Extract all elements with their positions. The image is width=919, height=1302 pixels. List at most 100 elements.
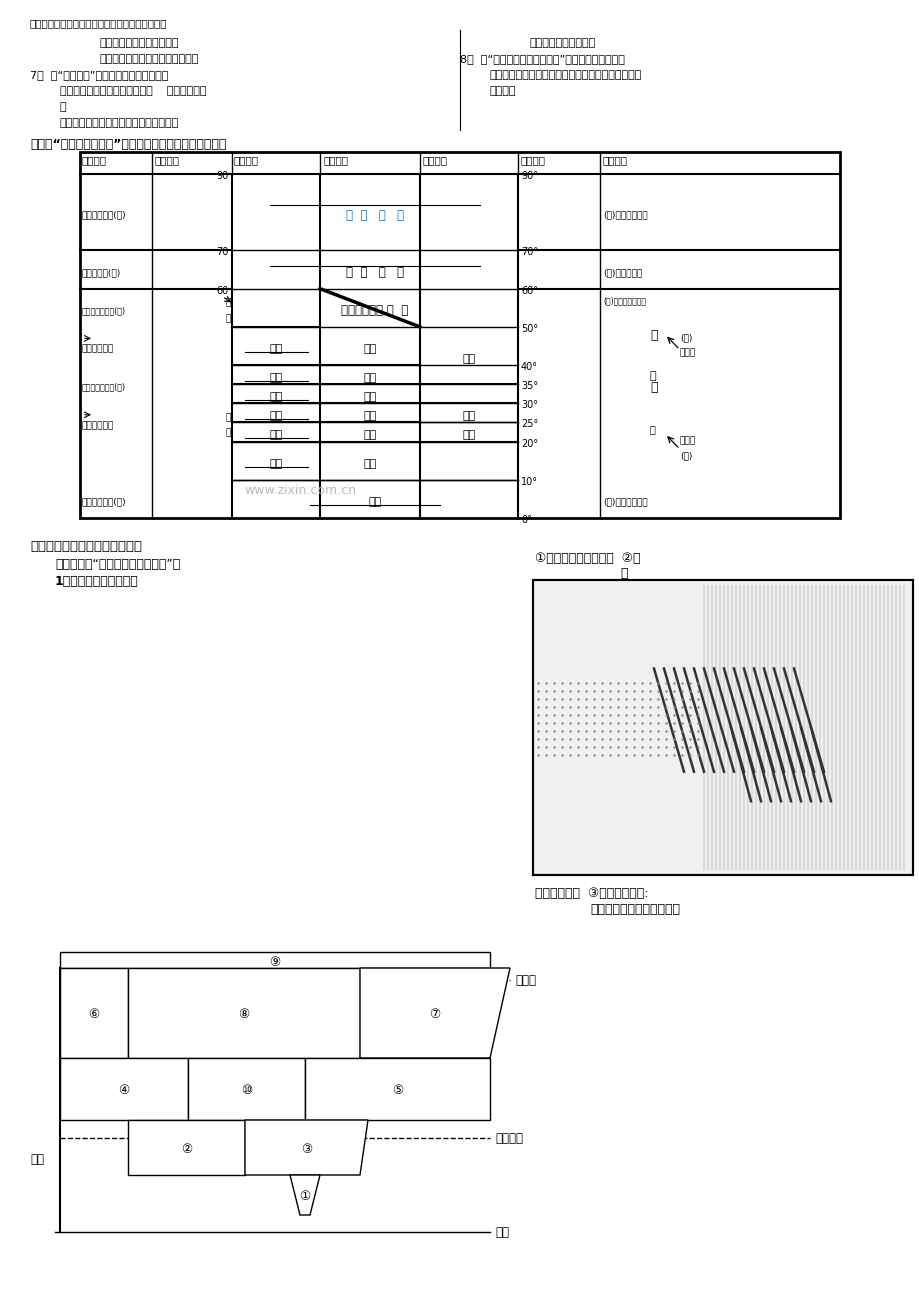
Text: 10°: 10°	[520, 477, 538, 487]
Text: 气候: 气候	[462, 411, 475, 421]
Text: 副热带高气压带(干): 副热带高气压带(干)	[82, 383, 126, 392]
Text: 1、亚洲气候的特点是：: 1、亚洲气候的特点是：	[55, 575, 139, 589]
Text: 25°: 25°	[520, 419, 538, 430]
Text: (干)极地高气压帟: (干)极地高气压帟	[602, 211, 647, 220]
Polygon shape	[289, 1174, 320, 1215]
Text: 气候: 气候	[269, 458, 282, 469]
Text: 35°: 35°	[520, 381, 538, 391]
Polygon shape	[244, 1120, 368, 1174]
Text: (湿)极地东风帟: (湿)极地东风帟	[602, 268, 641, 277]
Text: 气候: 气候	[368, 497, 381, 506]
Text: 气候: 气候	[462, 354, 475, 363]
Text: 风: 风	[650, 380, 657, 393]
Text: ②: ②	[181, 1143, 192, 1156]
Text: 0°: 0°	[520, 516, 531, 525]
Text: ）: ）	[60, 102, 66, 112]
Text: (干): (干)	[679, 333, 692, 342]
Text: 副极地低气压帟(湿): 副极地低气压帟(湿)	[82, 306, 126, 315]
Text: 寒: 寒	[225, 413, 231, 422]
Text: ⑧: ⑧	[238, 1009, 249, 1022]
Text: 气候: 气候	[269, 411, 282, 421]
Text: 气候: 气候	[269, 392, 282, 402]
Text: 冰  原   气   候: 冰 原 气 候	[346, 208, 403, 221]
Text: 8、  受“气压带和风带交替控制”形成的气候类型有：: 8、 受“气压带和风带交替控制”形成的气候类型有：	[460, 53, 624, 64]
Text: 西风带（湿）: 西风带（湿）	[82, 345, 114, 354]
Text: 苔  原   气   候: 苔 原 气 候	[346, 266, 403, 279]
Text: 气候: 气候	[363, 411, 376, 421]
Text: 大陆西部: 大陆西部	[233, 155, 259, 165]
Text: (湿)副极地低气压帟: (湿)副极地低气压帟	[602, 297, 645, 306]
Text: 北回归线: 北回归线	[494, 1131, 522, 1144]
Text: ⑨: ⑨	[269, 956, 280, 969]
Text: 气候: 气候	[363, 458, 376, 469]
Text: 60: 60	[217, 285, 229, 296]
Text: 大洋东侧: 大洋东侧	[154, 155, 180, 165]
Text: 30°: 30°	[520, 400, 538, 410]
Text: 陆: 陆	[619, 566, 627, 579]
Text: 热带草原气候（湿季受赤道低气压带控制，干季受信: 热带草原气候（湿季受赤道低气压带控制，干季受信	[490, 70, 641, 79]
Text: 流: 流	[650, 424, 655, 435]
Text: (湿): (湿)	[679, 452, 692, 461]
Text: 风带控制: 风带控制	[490, 86, 516, 96]
Text: 气候: 气候	[363, 344, 376, 354]
Text: 大陆东部: 大陆东部	[423, 155, 448, 165]
Text: 信风带（干）: 信风带（干）	[82, 421, 114, 430]
Text: 冬季风: 冬季风	[679, 349, 696, 357]
Text: ⑥: ⑥	[88, 1009, 99, 1022]
Text: 70°: 70°	[520, 247, 538, 258]
Polygon shape	[187, 1059, 305, 1120]
Text: 气候: 气候	[363, 430, 376, 440]
Text: 流: 流	[225, 314, 231, 323]
Bar	[532, 579, 912, 875]
Text: 气候: 气候	[269, 430, 282, 440]
Text: ⑤: ⑤	[391, 1085, 403, 1098]
Text: 性特征显著：  ③季风气候典型:: 性特征显著： ③季风气候典型:	[535, 887, 648, 900]
Text: 赤道低气压帟(湿): 赤道低气压帟(湿)	[82, 497, 127, 506]
Text: 90°: 90°	[520, 171, 538, 181]
Text: 夏季风: 夏季风	[679, 436, 696, 445]
Text: 大气环流: 大气环流	[602, 155, 628, 165]
Text: 60°: 60°	[520, 285, 538, 296]
Text: 只伺: 只伺	[30, 1154, 44, 1167]
Text: （一）、读“亚洲气候类型分布图”：: （一）、读“亚洲气候类型分布图”：	[55, 559, 180, 572]
Text: 气候: 气候	[269, 372, 282, 383]
Text: 极地高气压带(干): 极地高气压带(干)	[82, 211, 127, 220]
Polygon shape	[128, 1120, 244, 1174]
Text: 极地东风带(干): 极地东风带(干)	[82, 268, 121, 277]
Text: 气候: 气候	[363, 372, 376, 383]
Text: 季: 季	[650, 329, 657, 342]
Text: 热带沙漠气候（受信风带控制）    温带海洋气候: 热带沙漠气候（受信风带控制） 温带海洋气候	[60, 86, 206, 96]
Text: 20°: 20°	[520, 439, 538, 449]
Text: 四、世界各大洲气候类型分布图: 四、世界各大洲气候类型分布图	[30, 540, 142, 553]
Text: 地中海气候（受西风带和副高交替控制）: 地中海气候（受西风带和副高交替控制）	[60, 118, 179, 128]
Text: ④: ④	[119, 1085, 130, 1098]
Text: 北极圈: 北极圈	[515, 974, 536, 987]
Text: ①气候类型复杂多样：  ②大: ①气候类型复杂多样： ②大	[535, 552, 640, 565]
Polygon shape	[60, 952, 490, 967]
Text: 冰原气候（常年受极地高压控制）: 冰原气候（常年受极地高压控制）	[100, 53, 199, 64]
Polygon shape	[128, 967, 359, 1059]
Text: 大气环流: 大气环流	[82, 155, 107, 165]
Text: 此文档仅供收集于网络，如有侵权请联系网站删除: 此文档仅供收集于网络，如有侵权请联系网站删除	[30, 18, 167, 29]
Text: 流: 流	[225, 428, 231, 437]
Text: 大洋西侧: 大洋西侧	[520, 155, 545, 165]
Text: 70: 70	[216, 247, 229, 258]
Text: 气候: 气候	[363, 392, 376, 402]
Text: ①: ①	[299, 1190, 311, 1203]
Text: 7、  受“单一风带”影响形成的气候类型有：: 7、 受“单一风带”影响形成的气候类型有：	[30, 70, 168, 79]
Text: 漠气候（常年受副高控制）: 漠气候（常年受副高控制）	[100, 38, 179, 48]
Text: 暖: 暖	[225, 298, 231, 307]
Polygon shape	[60, 1059, 187, 1120]
Text: ⑩: ⑩	[241, 1085, 252, 1098]
Polygon shape	[359, 967, 509, 1059]
Text: ③: ③	[301, 1143, 312, 1156]
Text: 亚欧大陆气候类型分布解析: 亚欧大陆气候类型分布解析	[589, 904, 679, 917]
Text: 三、读“气候分布模式图”，将气候类型填在下图相应位置: 三、读“气候分布模式图”，将气候类型填在下图相应位置	[30, 138, 226, 151]
Polygon shape	[60, 967, 128, 1059]
Text: ⑦: ⑦	[429, 1009, 440, 1022]
Text: 40°: 40°	[520, 362, 538, 372]
Text: 环: 环	[650, 371, 656, 380]
Text: 50°: 50°	[520, 324, 538, 333]
Text: （常年受西风带控制）: （常年受西风带控制）	[529, 38, 596, 48]
Bar	[80, 152, 839, 518]
